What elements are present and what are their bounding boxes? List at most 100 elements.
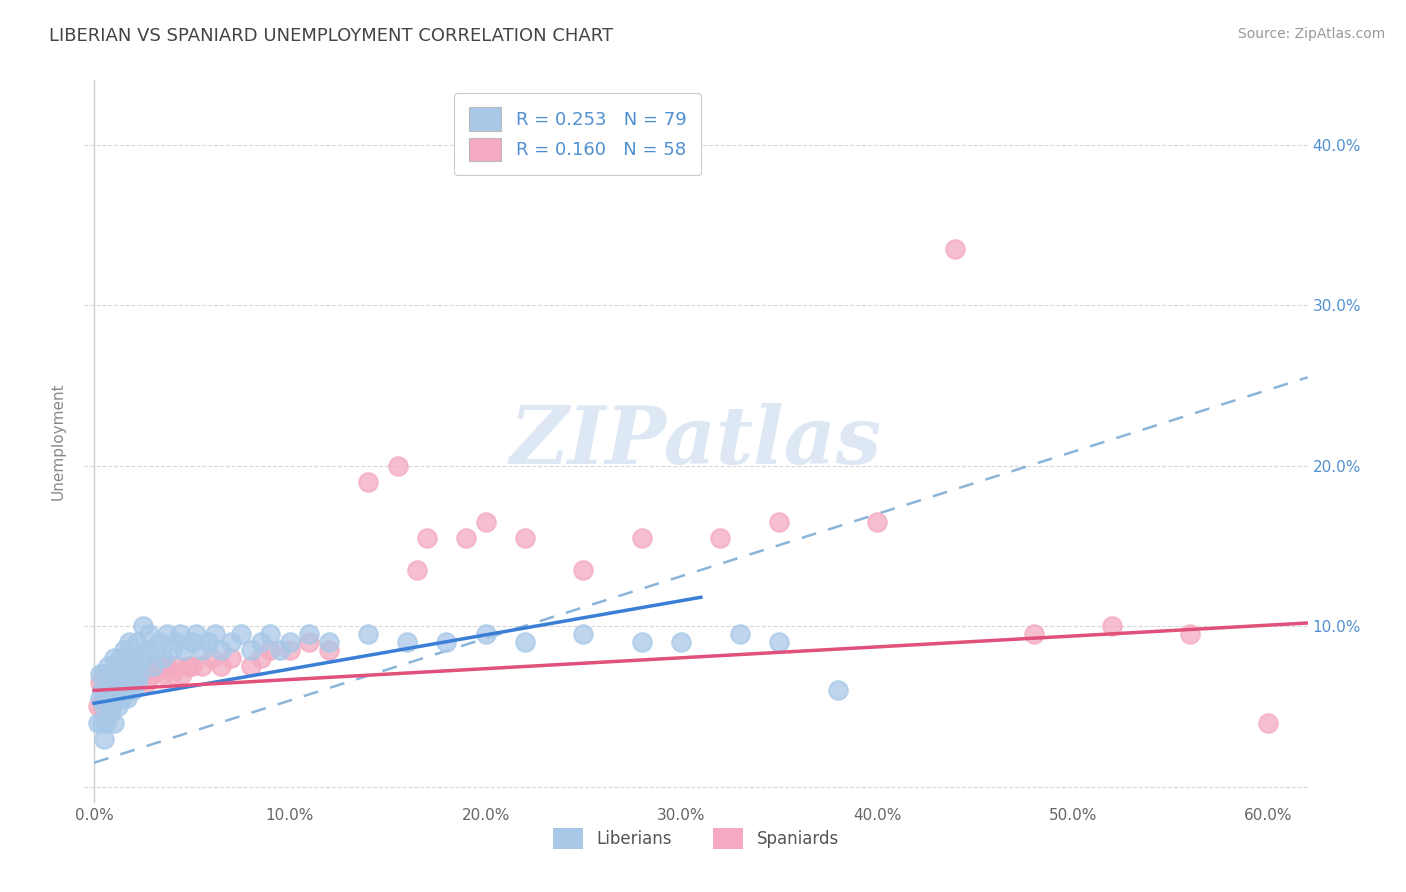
Point xyxy=(107,675,129,690)
Point xyxy=(93,683,115,698)
Point xyxy=(94,691,117,706)
Point xyxy=(104,691,127,706)
Point xyxy=(122,683,145,698)
Point xyxy=(249,635,271,649)
Point xyxy=(191,659,214,673)
Point xyxy=(197,635,219,649)
Point xyxy=(118,667,141,681)
Point xyxy=(259,643,281,657)
Point xyxy=(136,643,159,657)
Point xyxy=(112,643,135,657)
Point xyxy=(474,627,496,641)
Point xyxy=(513,635,536,649)
Point xyxy=(146,659,169,673)
Point xyxy=(142,659,165,673)
Point xyxy=(513,531,536,545)
Point xyxy=(406,563,429,577)
Point xyxy=(108,667,131,681)
Point xyxy=(219,635,242,649)
Point xyxy=(165,659,187,673)
Point xyxy=(103,715,125,730)
Point xyxy=(132,667,155,681)
Point xyxy=(98,683,121,698)
Point xyxy=(118,667,141,681)
Point xyxy=(122,675,145,690)
Point xyxy=(278,643,301,657)
Point xyxy=(103,683,125,698)
Point xyxy=(104,667,127,681)
Text: LIBERIAN VS SPANIARD UNEMPLOYMENT CORRELATION CHART: LIBERIAN VS SPANIARD UNEMPLOYMENT CORREL… xyxy=(49,27,613,45)
Point xyxy=(104,659,127,673)
Point xyxy=(387,458,409,473)
Point xyxy=(122,651,145,665)
Point xyxy=(1178,627,1201,641)
Point xyxy=(239,643,262,657)
Point xyxy=(89,667,111,681)
Point xyxy=(474,515,496,529)
Point xyxy=(148,635,170,649)
Point xyxy=(943,242,966,256)
Point xyxy=(94,683,117,698)
Point xyxy=(728,627,751,641)
Point xyxy=(108,683,131,698)
Point xyxy=(318,635,340,649)
Point xyxy=(132,619,155,633)
Point xyxy=(91,699,114,714)
Point xyxy=(138,627,160,641)
Point xyxy=(97,675,120,690)
Point xyxy=(181,659,204,673)
Point xyxy=(87,699,110,714)
Point xyxy=(1257,715,1279,730)
Point xyxy=(152,667,174,681)
Point xyxy=(162,667,184,681)
Point xyxy=(572,563,595,577)
Point xyxy=(132,651,155,665)
Point xyxy=(128,667,150,681)
Point xyxy=(98,675,121,690)
Point xyxy=(298,627,321,641)
Point xyxy=(124,667,146,681)
Point xyxy=(229,627,252,641)
Point xyxy=(671,635,693,649)
Point xyxy=(239,659,262,673)
Point xyxy=(249,651,271,665)
Point xyxy=(117,691,139,706)
Point xyxy=(93,699,115,714)
Point xyxy=(155,659,177,673)
Point xyxy=(127,635,149,649)
Point xyxy=(416,531,439,545)
Point xyxy=(209,643,232,657)
Point xyxy=(94,715,117,730)
Point xyxy=(454,531,477,545)
Point xyxy=(866,515,889,529)
Point xyxy=(204,627,226,641)
Point xyxy=(103,675,125,690)
Point xyxy=(259,627,281,641)
Legend: Liberians, Spaniards: Liberians, Spaniards xyxy=(547,822,845,856)
Point xyxy=(112,675,135,690)
Point xyxy=(1022,627,1045,641)
Point xyxy=(110,691,132,706)
Point xyxy=(436,635,458,649)
Point xyxy=(136,675,159,690)
Point xyxy=(165,635,187,649)
Point xyxy=(209,659,232,673)
Point xyxy=(827,683,849,698)
Point xyxy=(631,635,654,649)
Point xyxy=(108,651,131,665)
Point xyxy=(93,731,115,746)
Point xyxy=(357,627,380,641)
Point xyxy=(97,691,120,706)
Point xyxy=(107,699,129,714)
Point xyxy=(112,675,135,690)
Point xyxy=(269,643,291,657)
Point xyxy=(191,643,214,657)
Y-axis label: Unemployment: Unemployment xyxy=(51,383,66,500)
Point xyxy=(152,651,174,665)
Point xyxy=(100,667,122,681)
Point xyxy=(89,675,111,690)
Point xyxy=(357,475,380,489)
Point xyxy=(98,707,121,722)
Text: Source: ZipAtlas.com: Source: ZipAtlas.com xyxy=(1237,27,1385,41)
Point xyxy=(200,651,222,665)
